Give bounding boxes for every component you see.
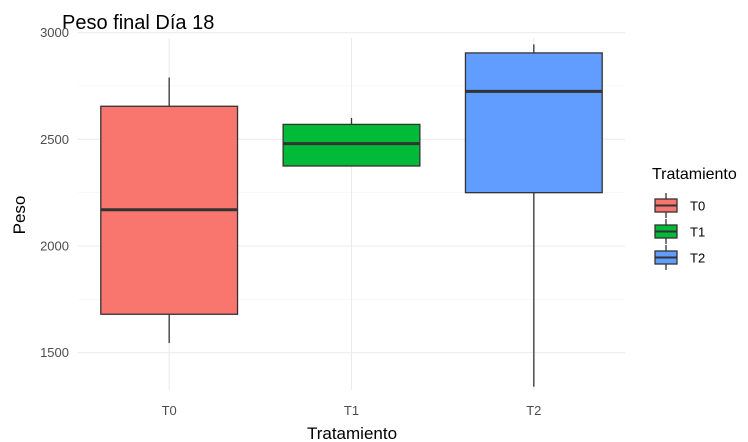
- legend-item-t1: T1: [654, 219, 705, 244]
- x-axis-ticks: T0 T1 T2: [162, 403, 542, 418]
- x-tick-label: T2: [526, 403, 541, 418]
- box-t0: [100, 77, 239, 344]
- legend-item-t2: T2: [654, 245, 705, 270]
- legend-item-t0: T0: [654, 193, 705, 218]
- box-rect: [464, 52, 603, 194]
- y-tick-label: 1500: [40, 345, 69, 360]
- chart-title: Peso final Día 18: [62, 12, 214, 34]
- legend-label: T2: [690, 251, 705, 266]
- x-tick-label: T0: [162, 403, 177, 418]
- y-tick-label: 2000: [40, 239, 69, 254]
- y-axis-ticks: 1500 2000 2500 3000: [40, 25, 69, 360]
- box-rect: [282, 123, 421, 167]
- legend: Tratamiento T0 T1 T2: [652, 166, 737, 270]
- legend-label: T0: [690, 199, 705, 214]
- y-tick-label: 2500: [40, 132, 69, 147]
- y-tick-label: 3000: [40, 25, 69, 40]
- box-t1: [282, 118, 421, 167]
- legend-title: Tratamiento: [652, 166, 737, 183]
- box-t2: [464, 44, 603, 387]
- boxes: [100, 44, 603, 387]
- legend-label: T1: [690, 225, 705, 240]
- y-axis-title: Peso: [10, 196, 29, 235]
- x-tick-label: T1: [344, 403, 359, 418]
- x-axis-title: Tratamiento: [307, 424, 397, 442]
